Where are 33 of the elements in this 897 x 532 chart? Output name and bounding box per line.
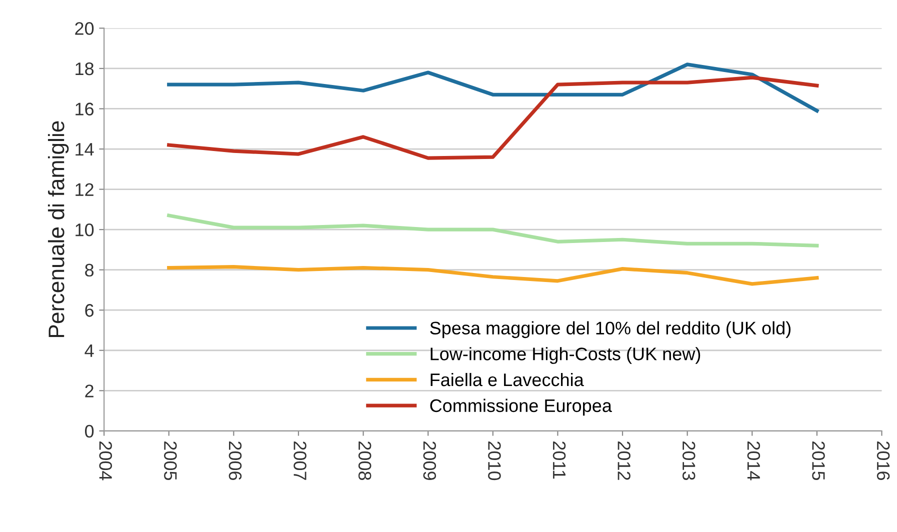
x-tick-label: 2009 bbox=[423, 442, 436, 480]
x-tick-label: 2015 bbox=[812, 442, 825, 480]
x-tick-label: 2011 bbox=[552, 442, 566, 479]
line-series bbox=[167, 214, 819, 248]
y-tick-label: 20 bbox=[75, 22, 94, 35]
line-series bbox=[167, 76, 819, 160]
line-series bbox=[167, 62, 819, 113]
y-tick-label: 6 bbox=[85, 304, 94, 317]
y-tick-label: 8 bbox=[85, 264, 94, 277]
y-tick-label: 10 bbox=[76, 223, 94, 236]
line-series bbox=[167, 265, 819, 286]
x-tick-label: 2013 bbox=[682, 442, 696, 480]
x-tick-label: 2014 bbox=[747, 442, 760, 480]
x-tick-label: 2007 bbox=[294, 442, 306, 480]
legend-label: Low-income High-Costs (UK new) bbox=[430, 347, 700, 364]
y-tick-label: 12 bbox=[76, 183, 94, 196]
x-tick-label: 2005 bbox=[164, 442, 177, 480]
legend-label: Commissione Europea bbox=[430, 398, 612, 416]
x-tick-label: 2008 bbox=[358, 442, 372, 480]
x-tick-label: 2012 bbox=[618, 442, 630, 480]
x-tick-label: 2006 bbox=[228, 442, 242, 480]
x-tick-label: 2004 bbox=[99, 442, 112, 480]
x-tick-label: 2016 bbox=[876, 442, 890, 480]
y-tick-label: 4 bbox=[84, 344, 94, 357]
y-tick-label: 18 bbox=[76, 62, 94, 76]
y-tick-label: 2 bbox=[85, 384, 94, 398]
y-tick-label: 16 bbox=[76, 102, 94, 116]
y-tick-label: 14 bbox=[76, 143, 94, 156]
legend-label: Faiella e Lavecchia bbox=[430, 372, 584, 386]
y-tick-label: 0 bbox=[84, 424, 94, 438]
legend-label: Spesa maggiore del 10% del reddito (UK old) bbox=[430, 321, 790, 338]
y-axis-title: Percenuale di famiglie bbox=[48, 121, 69, 338]
x-tick-label: 2010 bbox=[488, 442, 501, 480]
